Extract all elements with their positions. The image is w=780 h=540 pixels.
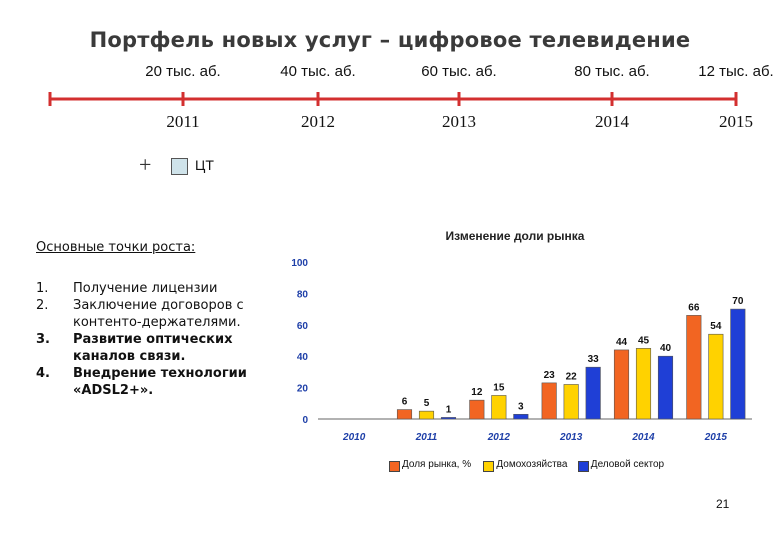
x-tick-label: 2010	[342, 432, 366, 443]
legend-label: Доля рынка, %	[402, 459, 472, 470]
bar	[635, 348, 652, 420]
growth-points-list: 1. Получение лицензии 2. Заключение дого…	[36, 280, 266, 399]
bar-value-label: 1	[446, 404, 452, 415]
y-tick-label: 40	[297, 352, 309, 363]
x-tick-label: 2013	[559, 432, 583, 443]
bar	[513, 413, 529, 420]
list-item-number: 1.	[36, 281, 49, 296]
bar	[491, 395, 507, 420]
timeline-subscribers: 20 тыс. аб.	[145, 63, 221, 80]
timeline	[48, 92, 738, 106]
y-tick-label: 20	[297, 384, 309, 395]
legend-swatch	[389, 461, 400, 472]
timeline-subscribers: 12 тыс. аб.	[698, 63, 774, 80]
digital-tv-legend-label: ЦТ	[195, 157, 214, 173]
page-number: 21	[716, 497, 730, 511]
bar	[396, 409, 413, 420]
legend-label: Деловой сектор	[590, 459, 665, 470]
timeline-year: 2015	[719, 112, 753, 131]
bar-value-label: 70	[732, 296, 744, 307]
bar-value-label: 54	[710, 321, 722, 332]
x-tick-label: 2014	[631, 432, 655, 443]
list-item: 2. Заключение договоров с контенто-держа…	[36, 297, 266, 331]
y-tick-label: 80	[297, 289, 309, 300]
timeline-year: 2014	[595, 112, 629, 131]
list-item-text: Развитие оптических каналов связи.	[73, 332, 233, 364]
list-item-number: 2.	[36, 298, 49, 313]
bar-value-label: 66	[688, 302, 700, 313]
legend-label: Домохозяйства	[496, 459, 568, 470]
bar	[613, 349, 630, 420]
bar	[708, 333, 724, 420]
bar-value-label: 33	[588, 354, 600, 365]
market-share-chart: 0 20 40 60 80 100 2010 2011 6 5 1 2012 12 15 3 2013 23 22…	[291, 258, 752, 443]
list-item: 1. Получение лицензии	[36, 280, 266, 297]
list-item-text: Внедрение технологии «ADSL2+».	[73, 366, 247, 398]
bar	[541, 382, 557, 420]
list-item-text: Заключение договоров с контенто-держател…	[73, 298, 244, 330]
bar	[440, 417, 457, 420]
timeline-subscribers: 80 тыс. аб.	[574, 63, 650, 80]
bar-value-label: 45	[638, 335, 650, 346]
digital-tv-legend-box	[171, 158, 188, 175]
timeline-year: 2012	[301, 112, 335, 131]
y-tick-label: 0	[302, 415, 308, 426]
timeline-subscribers: 60 тыс. аб.	[421, 63, 497, 80]
y-tick-label: 100	[291, 258, 308, 269]
bar	[469, 399, 485, 420]
plus-sign: +	[139, 152, 152, 177]
bar-value-label: 40	[660, 343, 672, 354]
bar-value-label: 5	[424, 398, 430, 409]
bar	[686, 315, 702, 420]
bar-value-label: 44	[616, 337, 628, 348]
x-tick-label: 2015	[704, 432, 728, 443]
legend-swatch	[483, 461, 495, 472]
x-tick-label: 2012	[487, 432, 511, 443]
bar	[563, 384, 579, 420]
legend-swatch	[577, 461, 589, 472]
timeline-year: 2011	[166, 112, 200, 131]
bar-value-label: 15	[493, 382, 505, 393]
bar-value-label: 3	[518, 401, 524, 412]
chart-title: Изменение доли рынка	[445, 229, 585, 243]
bar-value-label: 6	[402, 397, 408, 408]
list-item: 4. Внедрение технологии «ADSL2+».	[36, 365, 266, 399]
bar	[585, 366, 601, 420]
list-item: 3. Развитие оптических каналов связи.	[36, 331, 266, 365]
timeline-subscribers: 40 тыс. аб.	[280, 63, 356, 80]
page-title: Портфель новых услуг – цифровое телевиде…	[89, 28, 691, 52]
list-item-number: 4.	[36, 366, 50, 381]
bar-value-label: 23	[544, 370, 556, 381]
y-tick-label: 60	[297, 321, 309, 332]
list-item-number: 3.	[36, 332, 50, 347]
x-tick-label: 2011	[415, 432, 438, 443]
bar	[730, 308, 746, 420]
list-item-text: Получение лицензии	[73, 281, 218, 296]
bar	[657, 355, 674, 420]
timeline-year: 2013	[442, 112, 476, 131]
growth-points-title: Основные точки роста:	[36, 240, 196, 255]
bar-value-label: 22	[566, 371, 578, 382]
bar	[418, 410, 435, 420]
bar-value-label: 12	[471, 387, 483, 398]
